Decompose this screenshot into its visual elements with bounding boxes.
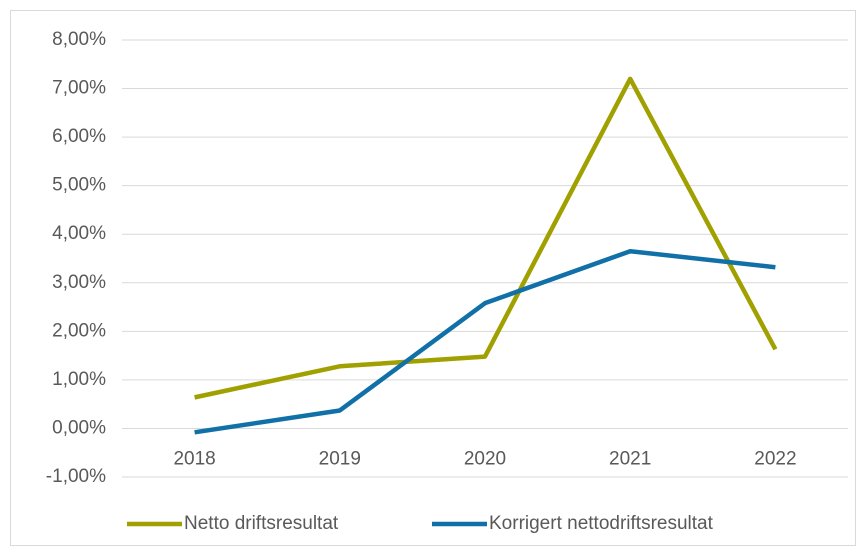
y-tick-label: 2,00%	[52, 320, 106, 341]
y-tick-label: 7,00%	[52, 78, 106, 99]
y-tick-label: 8,00%	[52, 29, 106, 50]
y-tick-label: -1,00%	[46, 466, 106, 487]
y-tick-label: 4,00%	[52, 223, 106, 244]
x-tick-label: 2022	[754, 448, 796, 469]
data-line	[194, 76, 778, 400]
x-tick-label: 2021	[609, 448, 651, 469]
y-tick-label: 6,00%	[52, 126, 106, 147]
y-tick-label: 3,00%	[52, 272, 106, 293]
legend-label: Netto driftsresultat	[184, 513, 339, 534]
x-tick-label: 2018	[173, 448, 215, 469]
chart-frame	[10, 10, 856, 546]
y-tick-label: 0,00%	[52, 417, 106, 438]
x-tick-label: 2019	[319, 448, 361, 469]
legend-label: Korrigert nettodriftsresultat	[489, 513, 714, 534]
y-tick-label: 1,00%	[52, 369, 106, 390]
data-line	[194, 248, 776, 435]
x-tick-label: 2020	[464, 448, 506, 469]
y-tick-label: 5,00%	[52, 175, 106, 196]
